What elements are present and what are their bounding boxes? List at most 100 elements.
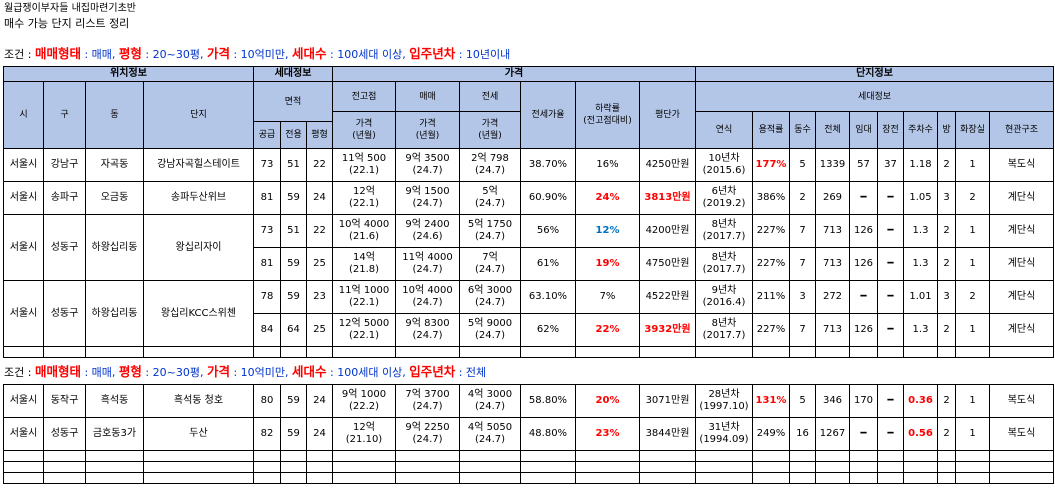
empty-cell[interactable] bbox=[332, 346, 396, 358]
cell-total[interactable]: 346 bbox=[815, 384, 850, 418]
empty-cell[interactable] bbox=[43, 472, 86, 484]
cell-per-pyeong[interactable]: 3932만원 bbox=[639, 313, 696, 347]
cell-supply[interactable]: 84 bbox=[253, 313, 281, 347]
empty-cell[interactable] bbox=[989, 346, 1054, 358]
cell-gu[interactable]: 성동구 bbox=[43, 417, 86, 451]
cell-buildings[interactable]: 7 bbox=[789, 313, 816, 347]
empty-cell[interactable] bbox=[639, 472, 696, 484]
empty-cell[interactable] bbox=[937, 461, 956, 473]
cell-sale[interactable]: 9억 2400 (24.6) bbox=[395, 214, 460, 248]
cell-entrance[interactable]: 계단식 bbox=[989, 280, 1054, 314]
empty-cell[interactable] bbox=[815, 461, 850, 473]
cell-buildings[interactable]: 7 bbox=[789, 247, 816, 281]
empty-cell[interactable] bbox=[937, 346, 956, 358]
cell-sale[interactable]: 9억 2250 (24.7) bbox=[395, 417, 460, 451]
cell-rooms[interactable]: 2 bbox=[937, 384, 956, 418]
cell-danji[interactable]: 강남자곡힐스테이트 bbox=[143, 148, 254, 182]
cell-parking[interactable]: 1.18 bbox=[903, 148, 938, 182]
cell-parking[interactable]: 1.01 bbox=[903, 280, 938, 314]
empty-cell[interactable] bbox=[849, 472, 878, 484]
empty-cell[interactable] bbox=[639, 450, 696, 462]
cell-supply[interactable]: 73 bbox=[253, 214, 281, 248]
cell-gu[interactable]: 송파구 bbox=[43, 181, 86, 215]
cell-per-pyeong[interactable]: 3813만원 bbox=[639, 181, 696, 215]
empty-cell[interactable] bbox=[989, 461, 1054, 473]
cell-rental[interactable]: ━ bbox=[849, 280, 878, 314]
cell-peak[interactable]: 9억 1000 (22.2) bbox=[332, 384, 396, 418]
cell-sale[interactable]: 9억 1500 (24.7) bbox=[395, 181, 460, 215]
cell-rental[interactable]: ━ bbox=[849, 417, 878, 451]
empty-cell[interactable] bbox=[85, 346, 144, 358]
cell-pyeong[interactable]: 23 bbox=[306, 280, 333, 314]
cell-age[interactable]: 6년차 (2019.2) bbox=[695, 181, 753, 215]
empty-cell[interactable] bbox=[395, 346, 460, 358]
empty-cell[interactable] bbox=[789, 461, 816, 473]
cell-per-pyeong[interactable]: 3071만원 bbox=[639, 384, 696, 418]
cell-sale[interactable]: 9억 3500 (24.7) bbox=[395, 148, 460, 182]
empty-cell[interactable] bbox=[253, 450, 281, 462]
cell-rental[interactable]: 57 bbox=[849, 148, 878, 182]
cell-supply[interactable]: 73 bbox=[253, 148, 281, 182]
empty-cell[interactable] bbox=[695, 450, 753, 462]
cell-si[interactable]: 서울시 bbox=[3, 214, 44, 281]
empty-cell[interactable] bbox=[43, 461, 86, 473]
empty-cell[interactable] bbox=[752, 461, 790, 473]
empty-cell[interactable] bbox=[695, 461, 753, 473]
cell-bath[interactable]: 1 bbox=[955, 417, 990, 451]
empty-cell[interactable] bbox=[575, 472, 640, 484]
cell-exclusive[interactable]: 64 bbox=[280, 313, 307, 347]
cell-rental[interactable]: 170 bbox=[849, 384, 878, 418]
empty-cell[interactable] bbox=[903, 461, 938, 473]
cell-gu[interactable]: 성동구 bbox=[43, 214, 86, 281]
cell-long-jeonse[interactable]: ━ bbox=[877, 417, 904, 451]
cell-long-jeonse[interactable]: ━ bbox=[877, 384, 904, 418]
cell-far[interactable]: 177% bbox=[752, 148, 790, 182]
empty-cell[interactable] bbox=[85, 461, 144, 473]
empty-cell[interactable] bbox=[280, 472, 307, 484]
cell-drop[interactable]: 19% bbox=[575, 247, 640, 281]
cell-jeonse-ratio[interactable]: 60.90% bbox=[520, 181, 576, 215]
empty-cell[interactable] bbox=[520, 450, 576, 462]
cell-exclusive[interactable]: 59 bbox=[280, 417, 307, 451]
cell-pyeong[interactable]: 25 bbox=[306, 313, 333, 347]
cell-exclusive[interactable]: 59 bbox=[280, 247, 307, 281]
empty-cell[interactable] bbox=[3, 346, 44, 358]
cell-parking[interactable]: 0.56 bbox=[903, 417, 938, 451]
cell-pyeong[interactable]: 24 bbox=[306, 181, 333, 215]
empty-cell[interactable] bbox=[143, 472, 254, 484]
empty-cell[interactable] bbox=[395, 472, 460, 484]
cell-total[interactable]: 1339 bbox=[815, 148, 850, 182]
empty-cell[interactable] bbox=[789, 450, 816, 462]
cell-peak[interactable]: 14억 (21.8) bbox=[332, 247, 396, 281]
cell-pyeong[interactable]: 22 bbox=[306, 148, 333, 182]
cell-peak[interactable]: 11억 1000 (22.1) bbox=[332, 280, 396, 314]
empty-cell[interactable] bbox=[955, 461, 990, 473]
cell-long-jeonse[interactable]: ━ bbox=[877, 247, 904, 281]
empty-cell[interactable] bbox=[3, 450, 44, 462]
cell-rooms[interactable]: 3 bbox=[937, 181, 956, 215]
cell-drop[interactable]: 16% bbox=[575, 148, 640, 182]
cell-total[interactable]: 713 bbox=[815, 313, 850, 347]
cell-long-jeonse[interactable]: ━ bbox=[877, 280, 904, 314]
empty-cell[interactable] bbox=[520, 472, 576, 484]
cell-danji[interactable]: 두산 bbox=[143, 417, 254, 451]
empty-cell[interactable] bbox=[903, 450, 938, 462]
empty-cell[interactable] bbox=[903, 346, 938, 358]
cell-rooms[interactable]: 2 bbox=[937, 148, 956, 182]
cell-rental[interactable]: 126 bbox=[849, 313, 878, 347]
empty-cell[interactable] bbox=[3, 472, 44, 484]
cell-gu[interactable]: 동작구 bbox=[43, 384, 86, 418]
cell-sale[interactable]: 10억 4000 (24.7) bbox=[395, 280, 460, 314]
cell-peak[interactable]: 12억 5000 (22.1) bbox=[332, 313, 396, 347]
cell-drop[interactable]: 22% bbox=[575, 313, 640, 347]
cell-danji[interactable]: 흑석동 청호 bbox=[143, 384, 254, 418]
cell-jeonse-ratio[interactable]: 63.10% bbox=[520, 280, 576, 314]
cell-supply[interactable]: 78 bbox=[253, 280, 281, 314]
cell-dong[interactable]: 자곡동 bbox=[85, 148, 144, 182]
empty-cell[interactable] bbox=[877, 472, 904, 484]
cell-jeonse[interactable]: 5억 1750 (24.7) bbox=[459, 214, 521, 248]
cell-pyeong[interactable]: 25 bbox=[306, 247, 333, 281]
cell-entrance[interactable]: 계단식 bbox=[989, 313, 1054, 347]
cell-total[interactable]: 1267 bbox=[815, 417, 850, 451]
cell-sale[interactable]: 11억 4000 (24.7) bbox=[395, 247, 460, 281]
